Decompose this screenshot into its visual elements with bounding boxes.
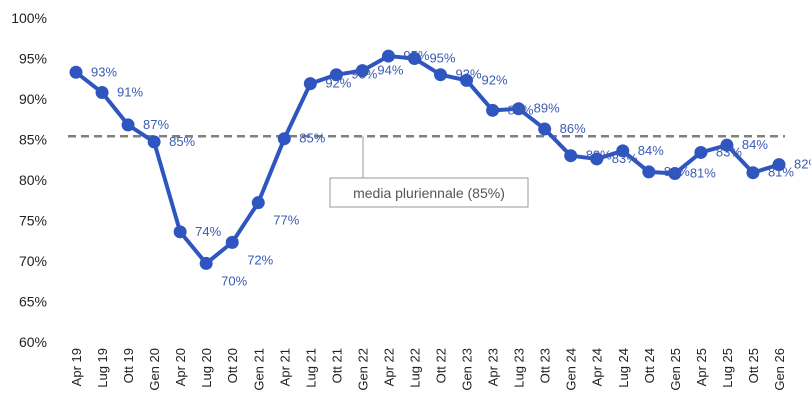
- x-tick-label: Ott 24: [642, 348, 657, 383]
- data-label: 74%: [195, 224, 221, 239]
- x-tick-label: Lug 23: [512, 348, 527, 388]
- data-point: [199, 256, 213, 270]
- data-label: 84%: [638, 143, 664, 158]
- x-tick-label: Apr 25: [694, 348, 709, 386]
- data-label: 93%: [456, 67, 482, 82]
- x-tick-label: Ott 20: [225, 348, 240, 383]
- data-point: [329, 68, 343, 82]
- y-tick-label: 90%: [19, 91, 47, 107]
- y-tick-label: 80%: [19, 172, 47, 188]
- x-tick-label: Lug 21: [303, 348, 318, 388]
- x-tick-label: Apr 19: [69, 348, 84, 386]
- data-label: 85%: [169, 134, 195, 149]
- data-label: 70%: [221, 273, 247, 288]
- data-point: [355, 64, 369, 78]
- data-point: [720, 138, 734, 152]
- data-point: [147, 135, 161, 149]
- x-tick-label: Gen 26: [772, 348, 787, 391]
- x-tick-label: Apr 20: [173, 348, 188, 386]
- data-point: [746, 166, 760, 180]
- data-label: 72%: [247, 252, 273, 267]
- data-label: 77%: [273, 213, 299, 228]
- annotation-label: media pluriennale (85%): [353, 185, 505, 201]
- data-label: 81%: [768, 165, 794, 180]
- x-tick-label: Gen 25: [668, 348, 683, 391]
- x-tick-label: Gen 21: [251, 348, 266, 391]
- x-tick-label: Apr 23: [486, 348, 501, 386]
- x-tick-label: Gen 23: [460, 348, 475, 391]
- x-tick-label: Ott 19: [121, 348, 136, 383]
- data-point: [538, 122, 552, 136]
- data-label: 83%: [716, 144, 742, 159]
- data-point: [95, 86, 109, 100]
- x-tick-label: Gen 20: [147, 348, 162, 391]
- x-tick-label: Gen 24: [564, 348, 579, 391]
- x-tick-label: Lug 22: [407, 348, 422, 388]
- data-label: 83%: [586, 148, 612, 163]
- data-point: [407, 52, 421, 65]
- data-label: 93%: [91, 64, 117, 79]
- data-point: [225, 235, 239, 249]
- data-point: [381, 49, 395, 63]
- data-point: [642, 165, 656, 179]
- data-label: 83%: [612, 151, 638, 166]
- y-tick-label: 75%: [19, 213, 47, 229]
- x-tick-label: Apr 24: [590, 348, 605, 386]
- x-tick-label: Lug 24: [616, 348, 631, 388]
- y-tick-label: 95%: [19, 51, 47, 67]
- y-tick-label: 85%: [19, 132, 47, 148]
- data-label: 84%: [742, 137, 768, 152]
- data-point: [460, 73, 474, 87]
- data-label: 95%: [403, 48, 429, 63]
- data-label: 94%: [377, 63, 403, 78]
- x-tick-label: Apr 22: [381, 348, 396, 386]
- data-label: 92%: [325, 76, 351, 91]
- data-point: [590, 152, 604, 166]
- data-point: [772, 158, 786, 172]
- data-label: 85%: [299, 131, 325, 146]
- data-point: [434, 68, 448, 82]
- data-point: [564, 149, 578, 163]
- data-label: 87%: [143, 117, 169, 132]
- data-point: [486, 103, 500, 117]
- data-point: [121, 118, 135, 132]
- data-point: [303, 77, 317, 91]
- data-point: [512, 102, 526, 116]
- x-tick-label: Ott 23: [538, 348, 553, 383]
- x-tick-label: Lug 20: [199, 348, 214, 388]
- data-label: 95%: [429, 51, 455, 66]
- x-tick-label: Apr 21: [277, 348, 292, 386]
- data-label: 89%: [534, 101, 560, 116]
- y-tick-label: 100%: [11, 10, 47, 26]
- data-point: [616, 144, 630, 158]
- data-label: 89%: [508, 102, 534, 117]
- data-label: 92%: [482, 72, 508, 87]
- y-tick-label: 60%: [19, 334, 47, 350]
- data-label: 91%: [117, 85, 143, 100]
- data-point: [173, 225, 187, 239]
- data-label: 86%: [560, 121, 586, 136]
- data-point: [694, 145, 708, 159]
- x-tick-label: Ott 22: [434, 348, 449, 383]
- data-point: [668, 167, 682, 181]
- annotation-box: [329, 177, 529, 208]
- data-point: [251, 196, 265, 210]
- data-label: 81%: [690, 166, 716, 181]
- data-label: 81%: [664, 164, 690, 179]
- x-tick-label: Ott 21: [329, 348, 344, 383]
- x-tick-label: Lug 25: [720, 348, 735, 388]
- series-line: [74, 54, 780, 266]
- data-label: 93%: [351, 67, 377, 82]
- x-tick-label: Gen 22: [355, 348, 370, 391]
- data-point: [277, 132, 291, 146]
- x-tick-label: Lug 19: [95, 348, 110, 388]
- y-tick-label: 65%: [19, 294, 47, 310]
- data-label: 82%: [794, 157, 811, 172]
- data-point: [69, 65, 83, 79]
- x-tick-label: Ott 25: [746, 348, 761, 383]
- y-tick-label: 70%: [19, 253, 47, 269]
